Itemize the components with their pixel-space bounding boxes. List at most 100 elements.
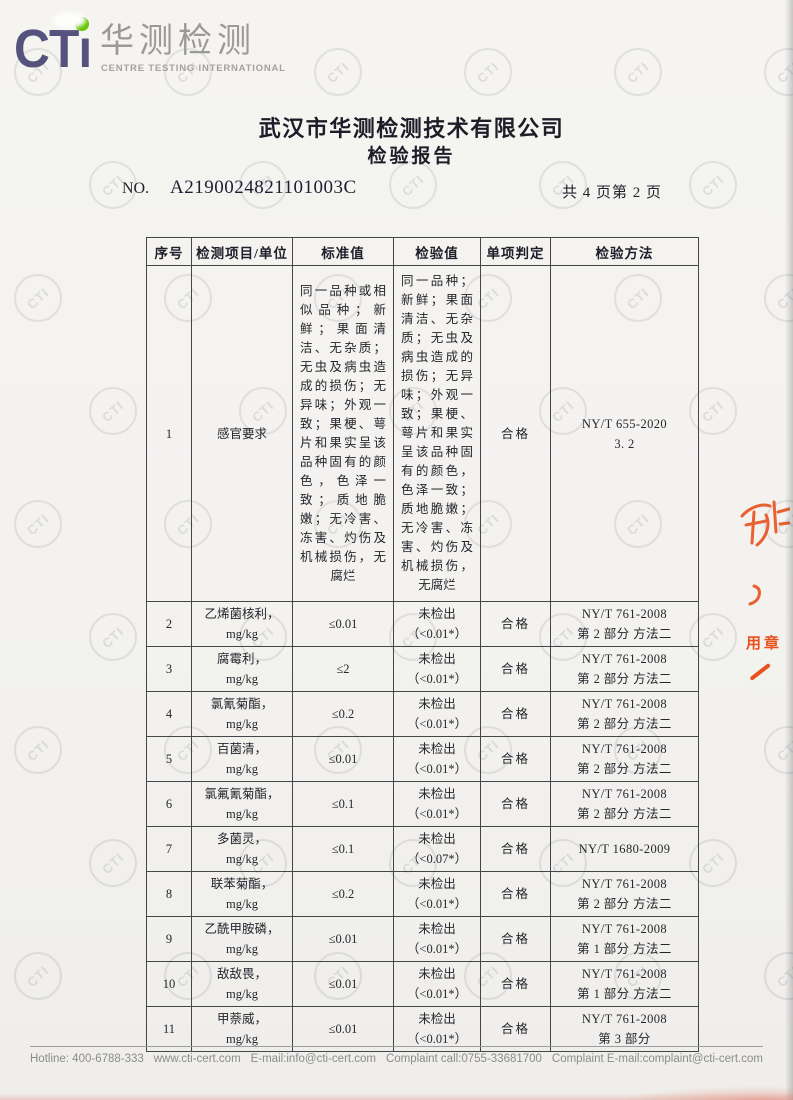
cell-no: 6: [146, 781, 192, 827]
cell-no: 8: [146, 871, 192, 917]
table-row: 8 联苯菊酯， mg/kg ≤0.2 未检出 （<0.01*） 合格 NY/T 761-2…: [146, 871, 699, 917]
cti-watermark-stamp: CTI: [164, 48, 212, 96]
cti-watermark-stamp: CTI: [14, 274, 62, 322]
cell-item: 腐霉利， mg/kg: [191, 646, 293, 692]
cti-watermark-stamp: CTI: [89, 387, 137, 435]
cell-value: 未检出 （<0.01*）: [393, 601, 481, 647]
cell-method: NY/T 761-2008 第 1 部分 方法二: [550, 961, 699, 1007]
cell-standard: ≤0.01: [292, 961, 394, 1007]
cell-judgment: 合格: [480, 871, 551, 917]
cti-watermark-stamp: CTI: [14, 500, 62, 548]
cell-item: 联苯菊酯， mg/kg: [191, 871, 293, 917]
cell-item: 多菌灵， mg/kg: [191, 826, 293, 872]
cell-standard: ≤0.01: [292, 1006, 394, 1052]
cti-watermark-stamp: CTI: [89, 613, 137, 661]
logo-english-name: CENTRE TESTING INTERNATIONAL: [101, 63, 286, 74]
column-header: 序号: [146, 237, 192, 266]
page-count-info: 共 4 页第 2 页: [562, 185, 663, 201]
table-body: 1 感官要求 同一品种或相似品种；新鲜；果面清洁、无杂质；无虫及病虫造成的损伤；无异…: [146, 265, 699, 1052]
table-row: 10 敌敌畏， mg/kg ≤0.01 未检出 （<0.01*） 合格 NY/T 761-…: [146, 961, 699, 1007]
paper-tear-artifact: [52, 12, 86, 28]
footer-item: Complaint call:0755-33681700: [385, 1053, 542, 1065]
cell-value: 未检出 （<0.01*）: [393, 691, 481, 737]
footer-item: Hotline: 400-6788-333: [30, 1053, 144, 1065]
cell-judgment: 合格: [480, 781, 551, 827]
cell-method: NY/T 761-2008 第 2 部分 方法二: [550, 871, 699, 917]
logo-chinese-name: 华测检测: [100, 22, 256, 60]
cell-standard: ≤2: [292, 646, 394, 692]
cell-method: NY/T 761-2008 第 2 部分 方法二: [550, 601, 699, 647]
cell-item: 氯氟氰菊酯， mg/kg: [191, 781, 293, 827]
cell-value: 未检出 （<0.07*）: [393, 826, 481, 872]
cti-watermark-stamp: CTI: [314, 48, 362, 96]
cell-value: 未检出 （<0.01*）: [393, 736, 481, 782]
table-row: 4 氯氰菊酯， mg/kg ≤0.2 未检出 （<0.01*） 合格 NY/T 761-2…: [146, 691, 699, 737]
cell-judgment: 合格: [480, 265, 551, 602]
cti-logo-i: ı: [78, 19, 92, 79]
cell-method: NY/T 761-2008 第 2 部分 方法二: [550, 691, 699, 737]
cell-judgment: 合格: [480, 691, 551, 737]
cell-value: 同一品种；新鲜；果面清洁、无杂质；无虫及病虫造成的损伤；无异味；外观一致；果梗、…: [393, 265, 481, 602]
footer-bar: Hotline: 400-6788-333 www.cti-cert.com E-m…: [30, 1053, 763, 1065]
footer-divider: [30, 1046, 763, 1047]
cti-watermark-stamp: CTI: [14, 48, 62, 96]
table-row: 7 多菌灵， mg/kg ≤0.1 未检出 （<0.07*） 合格 NY/T 1680-2…: [146, 826, 699, 872]
cell-standard: ≤0.1: [292, 781, 394, 827]
cell-no: 3: [146, 646, 192, 692]
cell-value: 未检出 （<0.01*）: [393, 871, 481, 917]
footer-item: www.cti-cert.com: [153, 1053, 241, 1065]
cti-watermark-stamp: CTI: [89, 839, 137, 887]
column-header: 单项判定: [480, 237, 551, 266]
column-header: 标准值: [292, 237, 394, 266]
test-results-table: 序号 检测项目/单位 标准值 检验值 单项判定 检验方法 1 感官要求 同一品种或相似品种；新…: [146, 237, 699, 1052]
red-seal-stroke: [749, 662, 771, 681]
scan-edge-right: [785, 0, 793, 1100]
cell-item: 氯氰菊酯， mg/kg: [191, 691, 293, 737]
cti-watermark-stamp: CTI: [89, 161, 137, 209]
cell-item: 敌敌畏， mg/kg: [191, 961, 293, 1007]
cell-standard: ≤0.01: [292, 736, 394, 782]
column-header: 检验值: [393, 237, 481, 266]
cell-no: 4: [146, 691, 192, 737]
cell-judgment: 合格: [480, 916, 551, 962]
table-row: 6 氯氟氰菊酯， mg/kg ≤0.1 未检出 （<0.01*） 合格 NY/T 761-…: [146, 781, 699, 827]
cell-method: NY/T 761-2008 第 2 部分 方法二: [550, 781, 699, 827]
cell-standard: ≤0.1: [292, 826, 394, 872]
red-seal-text: 用章: [746, 636, 783, 652]
cell-value: 未检出 （<0.01*）: [393, 916, 481, 962]
cti-watermark-stamp: CTI: [689, 161, 737, 209]
cti-watermark-stamp: CTI: [14, 726, 62, 774]
cell-item: 甲萘威， mg/kg: [191, 1006, 293, 1052]
report-title: 检验报告: [367, 146, 456, 167]
cell-judgment: 合格: [480, 826, 551, 872]
cell-item: 乙酰甲胺磷， mg/kg: [191, 916, 293, 962]
cell-judgment: 合格: [480, 1006, 551, 1052]
cell-no: 5: [146, 736, 192, 782]
cell-judgment: 合格: [480, 601, 551, 647]
cell-item: 百菌清， mg/kg: [191, 736, 293, 782]
cell-standard: ≤0.01: [292, 601, 394, 647]
report-number: A2190024821101003C: [170, 177, 357, 198]
cell-method: NY/T 761-2008 第 2 部分 方法二: [550, 736, 699, 782]
column-header: 检测项目/单位: [191, 237, 293, 266]
cti-watermark-stamp: CTI: [389, 161, 437, 209]
cell-judgment: 合格: [480, 961, 551, 1007]
table-row: 2 乙烯菌核利， mg/kg ≤0.01 未检出 （<0.01*） 合格 NY/T 761…: [146, 601, 699, 647]
red-seal-strokes-icon: [740, 500, 790, 606]
table-header-row: 序号 检测项目/单位 标准值 检验值 单项判定 检验方法: [146, 237, 699, 266]
cell-item: 乙烯菌核利， mg/kg: [191, 601, 293, 647]
cell-method: NY/T 1680-2009: [550, 826, 699, 872]
cell-judgment: 合格: [480, 646, 551, 692]
cell-value: 未检出 （<0.01*）: [393, 1006, 481, 1052]
cell-method: NY/T 761-2008 第 1 部分 方法二: [550, 916, 699, 962]
cell-no: 2: [146, 601, 192, 647]
cell-method: NY/T 761-2008 第 3 部分: [550, 1006, 699, 1052]
red-seal-fragment: 用章: [736, 490, 790, 700]
cell-standard: ≤0.01: [292, 916, 394, 962]
cti-logo: CTı: [14, 18, 92, 80]
cell-standard: ≤0.2: [292, 691, 394, 737]
cell-no: 10: [146, 961, 192, 1007]
cell-standard: ≤0.2: [292, 871, 394, 917]
cell-no: 7: [146, 826, 192, 872]
